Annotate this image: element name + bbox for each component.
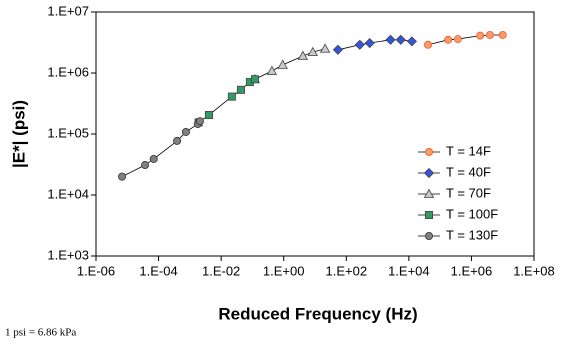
legend-marker	[424, 231, 433, 240]
data-point	[364, 37, 375, 49]
data-point	[395, 34, 406, 45]
data-point	[173, 136, 182, 145]
data-point	[485, 30, 494, 39]
x-tick-label: 1.E+06	[451, 263, 493, 278]
x-tick-label: 1.E-06	[77, 263, 115, 278]
data-point	[205, 110, 214, 119]
x-axis-title: Reduced Frequency (Hz)	[218, 304, 417, 323]
legend-marker	[424, 210, 433, 219]
y-tick-label: 1.E+05	[47, 125, 89, 140]
legend-marker	[424, 147, 433, 156]
x-tick-label: 1.E-04	[139, 263, 177, 278]
data-point	[149, 154, 158, 163]
data-point	[195, 117, 204, 126]
legend-marker	[423, 188, 435, 198]
x-tick-label: 1.E+08	[513, 263, 555, 278]
data-point	[476, 31, 485, 40]
y-tick-label: 1.E+03	[47, 247, 89, 262]
data-point	[181, 127, 190, 136]
data-point	[297, 50, 309, 60]
data-point	[406, 36, 417, 47]
legend-marker	[423, 167, 435, 179]
legend-label: T = 100F	[446, 206, 498, 221]
legend-label: T = 14F	[446, 143, 491, 158]
data-point	[118, 172, 127, 181]
y-tick-label: 1.E+07	[47, 3, 89, 18]
data-point	[424, 40, 433, 49]
legend-label: T = 40F	[446, 164, 491, 179]
y-tick-label: 1.E+04	[47, 186, 89, 201]
data-point	[319, 43, 331, 53]
x-tick-label: 1.E+02	[325, 263, 367, 278]
data-point	[266, 65, 278, 75]
legend-label: T = 70F	[446, 185, 491, 200]
legend-label: T = 130F	[446, 227, 498, 242]
data-point	[498, 30, 507, 39]
data-point	[141, 161, 150, 170]
data-point	[236, 85, 245, 94]
data-point	[385, 34, 396, 45]
data-point	[332, 44, 343, 55]
y-axis-title: |E*| (psi)	[9, 100, 28, 168]
y-tick-label: 1.E+06	[47, 64, 89, 79]
data-point	[307, 46, 318, 57]
data-point	[250, 75, 259, 84]
data-point	[453, 35, 462, 44]
data-point	[444, 35, 453, 44]
data-point	[227, 92, 236, 101]
x-tick-label: 1.E-02	[202, 263, 240, 278]
x-tick-label: 1.E+00	[263, 263, 305, 278]
x-tick-label: 1.E+04	[388, 263, 430, 278]
data-point	[277, 59, 288, 69]
footnote: 1 psi = 6.86 kPa	[5, 327, 76, 339]
data-point	[354, 39, 365, 50]
